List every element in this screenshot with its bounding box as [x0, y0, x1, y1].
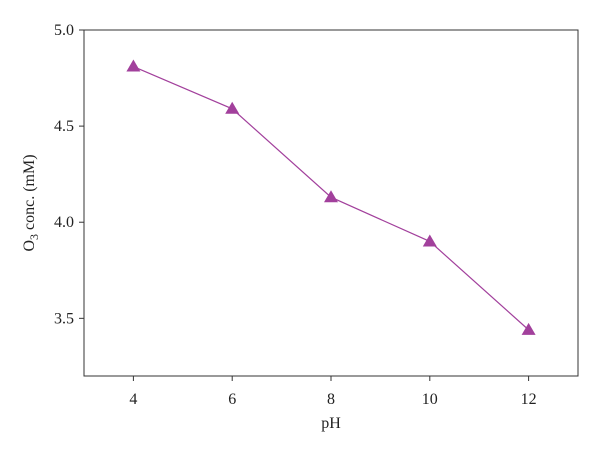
- y-tick-label: 4.5: [54, 118, 74, 135]
- y-label-part: conc. (mM): [21, 154, 38, 234]
- y-tick-label: 4.0: [54, 214, 74, 231]
- y-axis-label: O3 conc. (mM): [21, 154, 41, 251]
- marker: [422, 234, 437, 247]
- marker: [521, 322, 536, 335]
- marker: [324, 190, 338, 203]
- y-tick-label: 3.5: [54, 310, 74, 327]
- x-tick-label: 10: [422, 391, 438, 408]
- y-label-part: O: [21, 240, 38, 252]
- x-tick-label: 12: [521, 391, 537, 408]
- plot-frame: [83, 29, 579, 377]
- x-tick-label: 4: [129, 391, 137, 408]
- x-tick-label: 6: [228, 391, 236, 408]
- x-tick-label: 8: [327, 391, 335, 408]
- y-label-sub: 3: [27, 234, 41, 240]
- marker: [126, 59, 141, 72]
- x-axis-label: pH: [321, 415, 341, 432]
- marker: [225, 101, 240, 114]
- y-tick-label: 5.0: [54, 22, 74, 39]
